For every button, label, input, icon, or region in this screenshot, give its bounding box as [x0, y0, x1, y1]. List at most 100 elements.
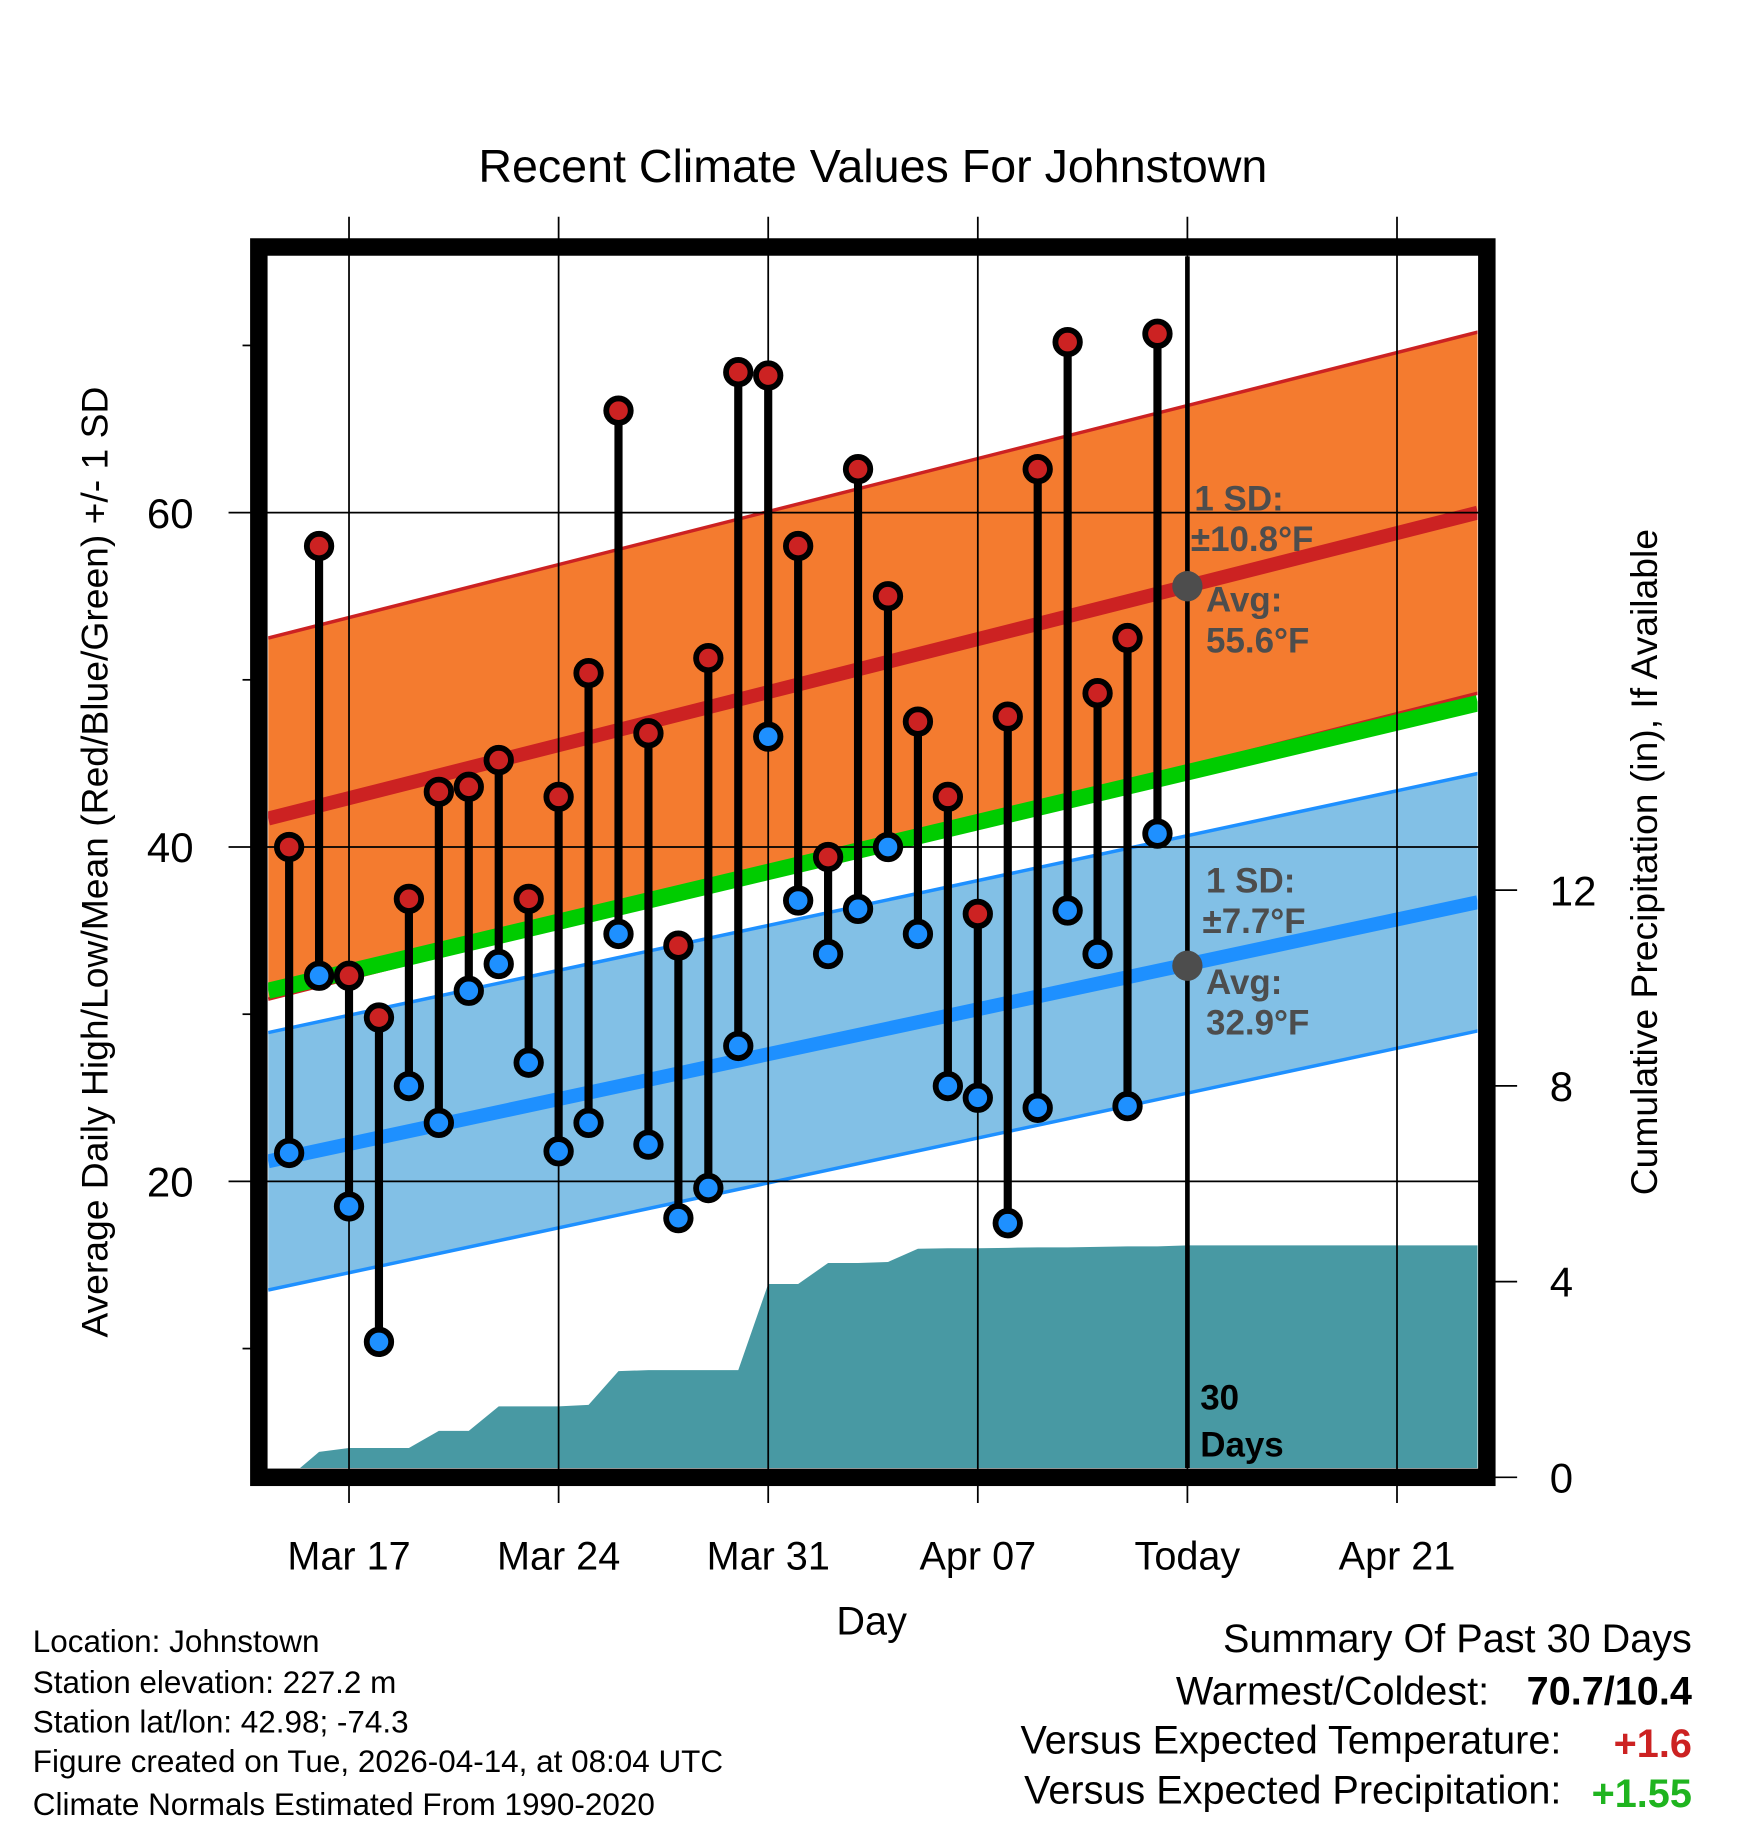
daily-high-point [872, 581, 904, 612]
daily-high-point [453, 771, 484, 802]
daily-high-point [753, 360, 784, 391]
daily-high-point [333, 960, 365, 991]
daily-low-point [453, 975, 484, 1006]
daily-low-point [992, 1208, 1023, 1239]
daily-low-point [1022, 1092, 1053, 1123]
daily-high-point [633, 718, 664, 749]
daily-low-point [363, 1326, 395, 1358]
y-tick-label: 60 [147, 490, 194, 537]
daily-low-point [1142, 818, 1173, 849]
temp-label: Versus Expected Temperature: [1020, 1718, 1561, 1762]
temp-value: +1.6 [1614, 1722, 1692, 1766]
high-mean-line [268, 505, 1478, 826]
daily-high-point [812, 841, 844, 873]
low-avg-label: Avg: [1206, 963, 1282, 1002]
summary-title: Summary Of Past 30 Days [1223, 1617, 1692, 1661]
high-avg-label: Avg: [1206, 581, 1282, 620]
precip-value: +1.55 [1592, 1772, 1692, 1816]
y2-tick-label: 4 [1550, 1259, 1573, 1306]
low-sd-value: ±7.7°F [1203, 902, 1306, 941]
daily-high-point [603, 395, 634, 426]
daily-low-point [543, 1136, 574, 1167]
daily-high-point [1142, 318, 1173, 349]
x-tick-label: Apr 21 [1339, 1534, 1456, 1578]
daily-low-point [633, 1129, 664, 1160]
low-avg-value: 32.9°F [1206, 1004, 1309, 1043]
daily-high-point [663, 930, 694, 961]
x-tick-label: Mar 24 [497, 1534, 620, 1578]
daily-low-point [932, 1070, 964, 1102]
y2-tick-label: 0 [1550, 1454, 1573, 1501]
daily-low-point [753, 721, 784, 752]
x-axis-label: Day [836, 1600, 907, 1644]
high-sd-label: 1 SD: [1194, 479, 1283, 518]
warmest-label: Warmest/Coldest: [1176, 1670, 1489, 1714]
daily-high-point [303, 530, 335, 562]
daily-high-point [1022, 454, 1053, 485]
daily-low-point [842, 893, 874, 925]
daily-low-point [962, 1082, 993, 1113]
footer: Location: Johnstown Station elevation: 2… [33, 1624, 723, 1822]
x-tick-label: Apr 07 [919, 1534, 1036, 1578]
daily-low-point [513, 1047, 544, 1078]
precip-label: Versus Expected Precipitation: [1024, 1769, 1561, 1813]
chart-title: Recent Climate Values For Johnstown [478, 140, 1267, 192]
summary: Summary Of Past 30 Days Warmest/Coldest:… [1020, 1617, 1691, 1816]
high-avg-value: 55.6°F [1206, 621, 1309, 660]
daily-low-point [693, 1172, 724, 1204]
daily-low-point [423, 1107, 454, 1139]
footer-normals: Climate Normals Estimated From 1990-2020 [33, 1787, 655, 1822]
x-tick-label: Today [1135, 1534, 1241, 1578]
daily-high-point [423, 776, 454, 807]
daily-high-point [962, 898, 993, 930]
daily-high-point [1112, 622, 1143, 654]
daily-low-point [663, 1203, 694, 1234]
daily-high-point [842, 454, 874, 485]
low-mean-line [268, 895, 1478, 1169]
days-label: Days [1200, 1425, 1284, 1464]
low-lower-sd-line [268, 1029, 1478, 1292]
daily-high-point [693, 642, 724, 674]
warmest-value: 70.7/10.4 [1527, 1670, 1692, 1714]
daily-low-point [573, 1107, 604, 1139]
footer-created: Figure created on Tue, 2026-04-14, at 08… [33, 1744, 723, 1779]
daily-high-point [723, 357, 754, 388]
daily-high-point [902, 706, 934, 737]
precipitation-area [300, 1245, 1478, 1468]
daily-low-point [483, 948, 514, 980]
daily-high-point [1082, 678, 1113, 709]
daily-high-point [273, 831, 305, 863]
daily-low-point [303, 960, 335, 991]
x-tick-label: Mar 17 [287, 1534, 410, 1578]
daily-high-point [1052, 326, 1083, 358]
plot-frame [250, 238, 1496, 1487]
daily-low-point [603, 918, 634, 950]
today-low-avg-marker [1172, 950, 1203, 981]
high-upper-sd-line [268, 330, 1478, 640]
daily-high-point [573, 657, 604, 689]
y2-axis-label: Cumulative Precipitation (in), If Availa… [1623, 529, 1665, 1195]
y-axis-label: Average Daily High/Low/Mean (Red/Blue/Gr… [73, 387, 115, 1338]
footer-location: Location: Johnstown [33, 1624, 320, 1659]
daily-high-point [783, 530, 814, 562]
y-tick-label: 40 [147, 824, 194, 871]
days-number: 30 [1200, 1379, 1239, 1418]
y2-tick-label: 12 [1550, 867, 1597, 914]
today-high-avg-marker [1172, 571, 1203, 602]
high-sd-value: ±10.8°F [1191, 520, 1314, 559]
daily-high-point [483, 744, 514, 776]
daily-high-point [363, 1002, 395, 1033]
daily-low-point [1112, 1091, 1143, 1122]
daily-low-point [902, 918, 934, 950]
daily-low-point [783, 885, 814, 916]
y2-tick-label: 8 [1550, 1063, 1573, 1110]
daily-low-point [273, 1137, 305, 1169]
daily-high-point [513, 883, 544, 914]
footer-elevation: Station elevation: 227.2 m [33, 1665, 397, 1700]
x-tick-label: Mar 31 [707, 1534, 830, 1578]
daily-low-point [1082, 938, 1113, 970]
daily-high-point [543, 781, 574, 812]
daily-low-point [333, 1191, 365, 1222]
daily-low-point [812, 938, 844, 970]
